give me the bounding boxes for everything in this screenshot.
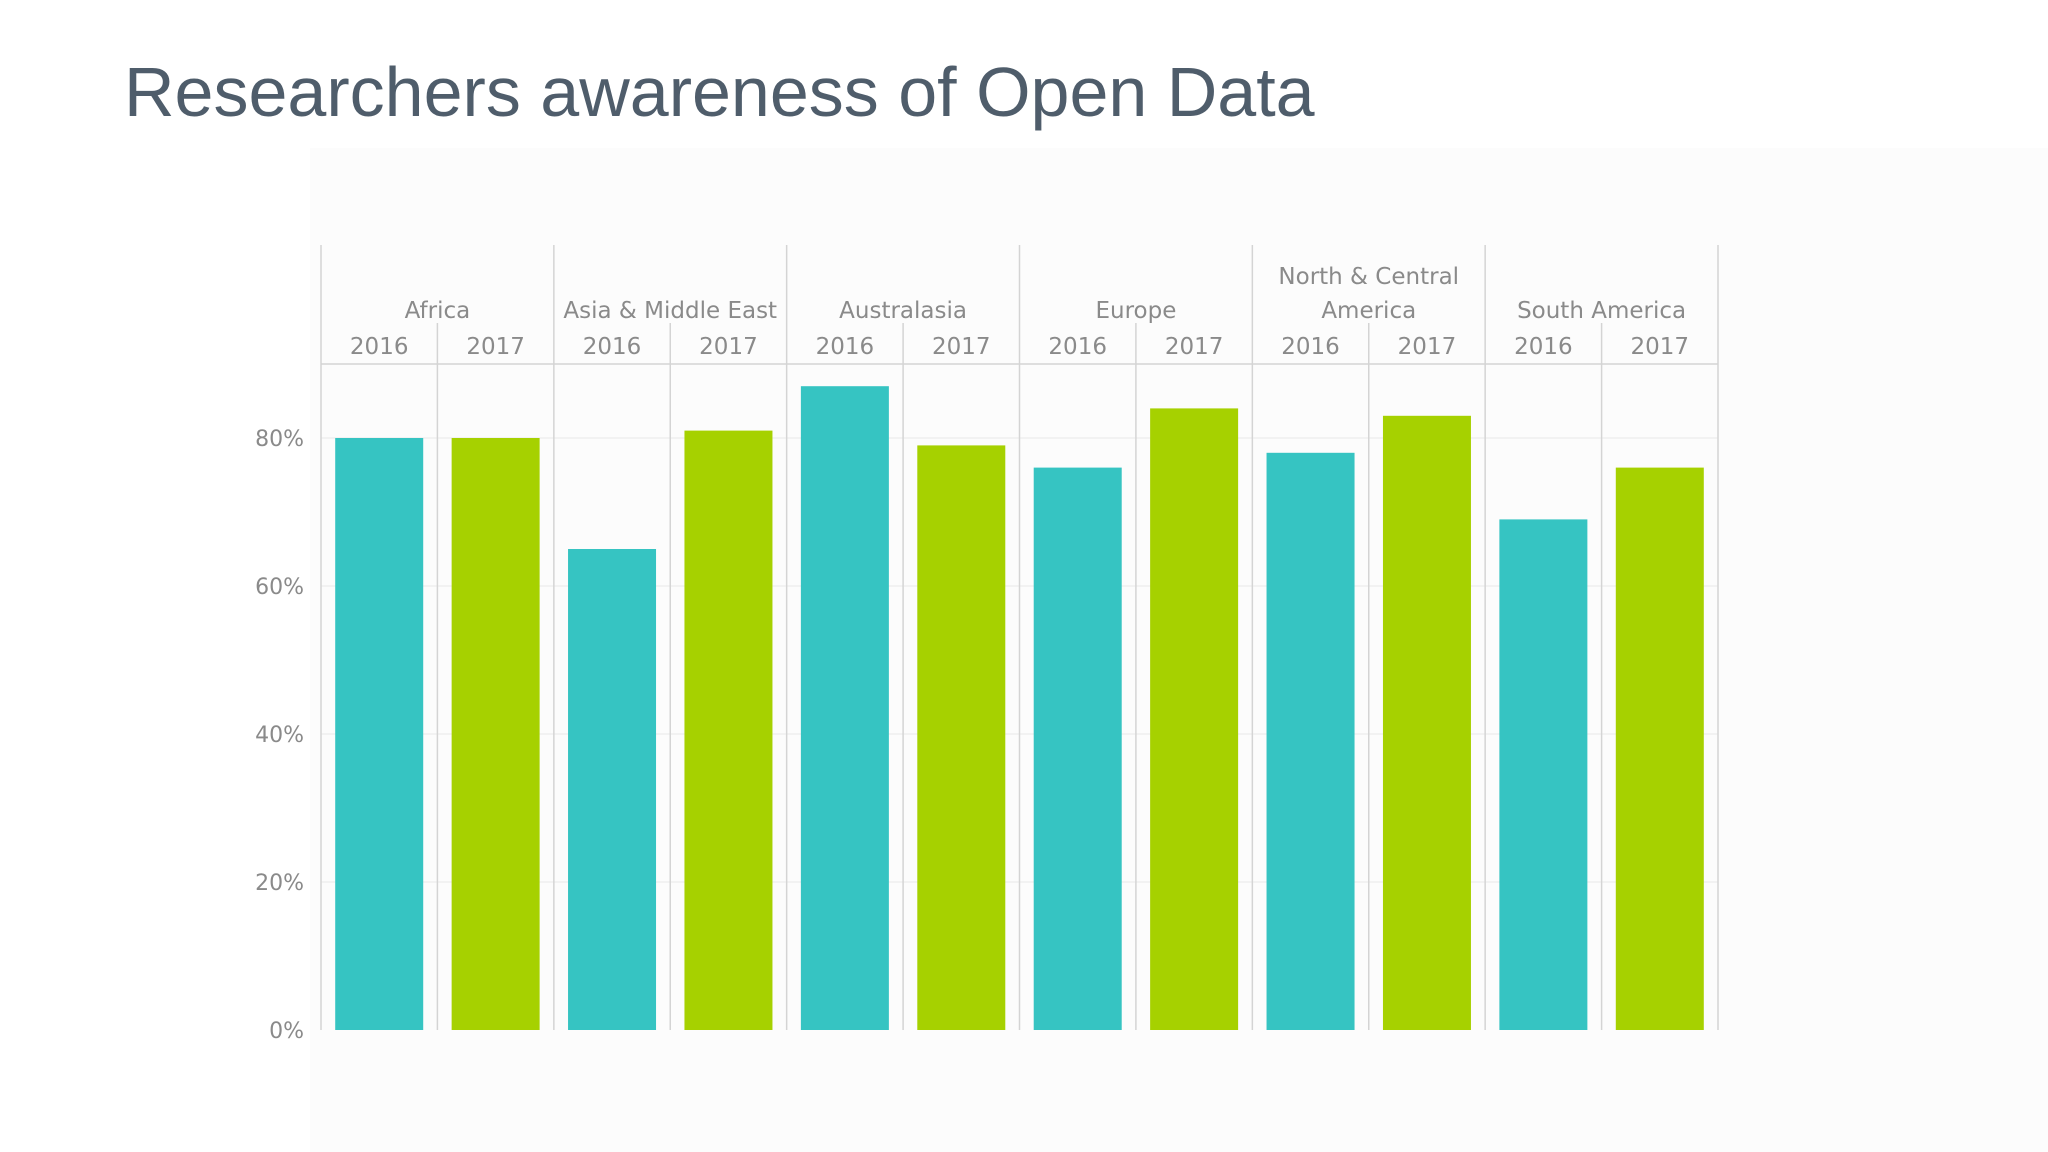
bar-2016 [800, 386, 889, 1030]
group-label: South America [1517, 298, 1686, 324]
y-tick-label: 40% [255, 723, 304, 748]
group-label: Africa [405, 298, 471, 324]
year-label: 2016 [1514, 334, 1573, 360]
year-label: 2017 [1631, 334, 1690, 360]
group-label: North & Central [1278, 264, 1459, 290]
bar-2016 [1499, 519, 1588, 1030]
group-label: America [1321, 298, 1416, 324]
year-label: 2017 [1398, 334, 1457, 360]
bar-2017 [917, 445, 1006, 1030]
group-label: Australasia [839, 298, 967, 324]
year-label: 2016 [816, 334, 875, 360]
year-label: 2017 [932, 334, 991, 360]
bar-2017 [1150, 408, 1239, 1030]
year-label: 2017 [466, 334, 525, 360]
bar-2016 [1266, 452, 1355, 1030]
year-label: 2016 [1281, 334, 1340, 360]
y-tick-label: 80% [255, 427, 304, 452]
bar-2016 [335, 438, 424, 1030]
y-tick-label: 0% [269, 1019, 304, 1044]
y-tick-label: 60% [255, 575, 304, 600]
year-label: 2016 [1048, 334, 1107, 360]
slide-title: Researchers awareness of Open Data [124, 53, 1315, 131]
bar-2017 [1615, 467, 1704, 1031]
year-label: 2017 [1165, 334, 1224, 360]
bar-2016 [568, 549, 657, 1030]
y-tick-label: 20% [255, 871, 304, 896]
group-label: Asia & Middle East [563, 298, 777, 324]
bar-2017 [1382, 415, 1471, 1030]
bar-2016 [1033, 467, 1122, 1031]
bar-2017 [684, 430, 773, 1031]
year-label: 2016 [350, 334, 409, 360]
year-label: 2016 [583, 334, 642, 360]
group-label: Europe [1095, 298, 1176, 324]
year-label: 2017 [699, 334, 758, 360]
bar-2017 [451, 438, 540, 1030]
